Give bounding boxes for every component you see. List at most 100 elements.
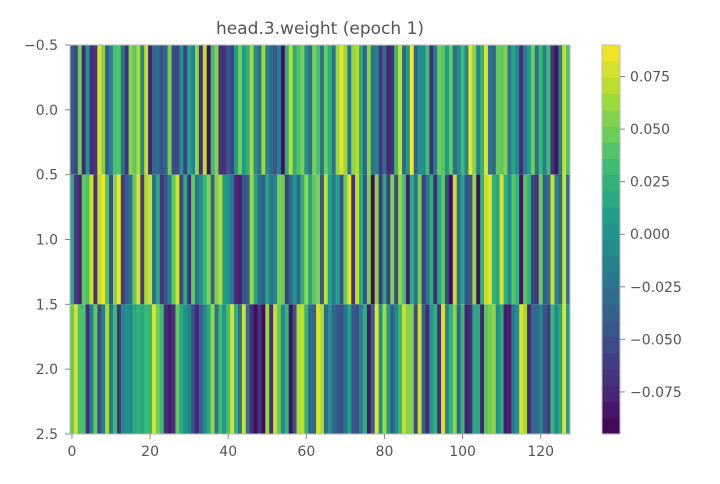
heatmap-cell	[124, 45, 129, 175]
colorbar-segment	[602, 77, 620, 95]
heatmap-cell	[550, 174, 555, 305]
x-tick-label: 100	[449, 444, 476, 460]
heatmap-cell	[460, 304, 465, 434]
heatmap-cell	[347, 174, 352, 305]
heatmap-cell	[163, 174, 169, 305]
heatmap-cell	[323, 174, 329, 305]
heatmap-cell	[120, 45, 126, 175]
colorbar-tick-label: −0.025	[630, 280, 682, 296]
heatmap-cell	[452, 174, 458, 305]
heatmap-cell	[167, 45, 172, 175]
heatmap-cell	[132, 174, 137, 305]
heatmap-cell	[523, 174, 528, 305]
chart-title: head.3.weight (epoch 1)	[216, 19, 424, 39]
heatmap-cell	[448, 45, 454, 175]
heatmap-cell	[464, 174, 469, 305]
heatmap-cell	[425, 304, 430, 434]
heatmap-cell	[409, 304, 415, 434]
heatmap-cell	[191, 45, 196, 175]
colorbar-segment	[602, 320, 620, 338]
heatmap-cell	[144, 45, 149, 175]
heatmap-cell	[390, 304, 395, 434]
heatmap-cell	[292, 304, 297, 434]
heatmap-cell	[331, 174, 336, 305]
heatmap-cell	[445, 45, 450, 175]
heatmap-cell	[292, 174, 297, 305]
heatmap-cell	[323, 304, 329, 434]
heatmap-cell	[542, 304, 547, 434]
heatmap-cell	[183, 45, 188, 175]
colorbar-segment	[602, 190, 620, 208]
x-tick-label: 120	[527, 444, 554, 460]
heatmap-cell	[198, 174, 204, 305]
heatmap-cell	[390, 45, 395, 175]
heatmap-cell	[105, 304, 110, 434]
heatmap-cell	[421, 304, 426, 434]
heatmap-cell	[402, 45, 407, 175]
heatmap-cell	[562, 174, 567, 305]
heatmap-cell	[335, 174, 340, 305]
heatmap-cell	[460, 45, 465, 175]
heatmap-cell	[257, 45, 262, 175]
heatmap-cell	[421, 45, 426, 175]
colorbar-segment	[602, 174, 620, 192]
heatmap-cell	[73, 174, 79, 305]
heatmap-cell	[206, 174, 211, 305]
heatmap-cell	[534, 45, 540, 175]
heatmap-cell	[85, 174, 90, 305]
x-tick-label: 60	[297, 444, 315, 460]
heatmap-cell	[97, 45, 102, 175]
heatmap-cell	[120, 174, 126, 305]
heatmap-cell	[487, 304, 493, 434]
heatmap-cell	[245, 304, 251, 434]
heatmap-cell	[195, 174, 200, 305]
heatmap-cell	[355, 174, 360, 305]
heatmap-cell	[120, 304, 126, 434]
heatmap-cell	[409, 174, 415, 305]
heatmap-cell	[339, 45, 344, 175]
x-tick-label: 20	[141, 444, 159, 460]
heatmap-cell	[484, 174, 489, 305]
heatmap-cell	[523, 45, 528, 175]
heatmap-cell	[429, 304, 434, 434]
heatmap-cell	[402, 174, 407, 305]
heatmap-cell	[382, 304, 387, 434]
heatmap-cell	[116, 45, 122, 175]
heatmap-cell	[437, 304, 442, 434]
heatmap-cell	[562, 304, 567, 434]
heatmap-cell	[476, 304, 481, 434]
heatmap-cell	[472, 45, 477, 175]
heatmap-cell	[405, 45, 411, 175]
colorbar-segment	[602, 239, 620, 257]
heatmap-cell	[105, 45, 110, 175]
heatmap-cell	[405, 174, 411, 305]
colorbar-tick-label: −0.075	[630, 385, 682, 401]
heatmap-cell	[93, 304, 98, 434]
heatmap-cell	[491, 45, 497, 175]
x-axis: 0 20 40 60 80 100 120	[67, 434, 554, 460]
heatmap-cell	[198, 45, 204, 175]
heatmap-cell	[456, 174, 461, 305]
heatmap-cell	[101, 45, 106, 175]
heatmap-cell	[140, 304, 145, 434]
heatmap-cell	[280, 45, 286, 175]
heatmap-cell	[241, 45, 247, 175]
heatmap-cell	[523, 304, 528, 434]
heatmap-cell	[89, 174, 94, 305]
heatmap-cell	[558, 45, 563, 175]
heatmap-cell	[355, 304, 360, 434]
heatmap-cell	[366, 304, 372, 434]
heatmap-cell	[265, 304, 270, 434]
heatmap-cell	[116, 304, 122, 434]
heatmap-cell	[437, 174, 442, 305]
colorbar-tick-label: 0.000	[630, 227, 670, 243]
heatmap-cell	[101, 174, 106, 305]
heatmap-cell	[171, 174, 176, 305]
y-tick-label: 0.0	[36, 103, 58, 119]
heatmap-cell	[70, 45, 75, 175]
heatmap-cell	[210, 45, 215, 175]
heatmap-cells	[70, 45, 571, 434]
colorbar-segment	[602, 142, 620, 159]
heatmap-cell	[159, 45, 165, 175]
